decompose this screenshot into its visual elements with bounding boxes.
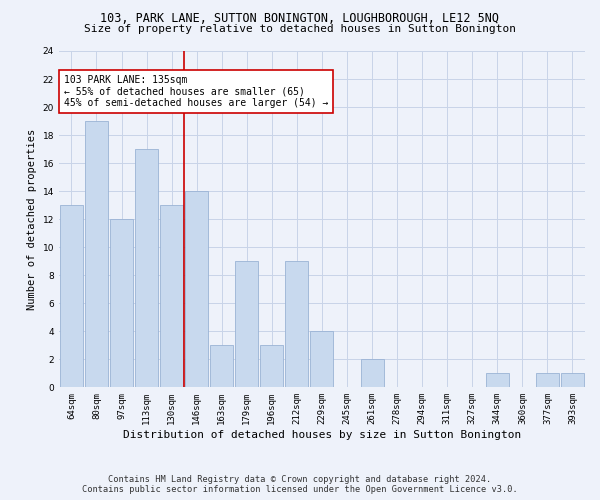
Bar: [536, 374, 559, 388]
Bar: [135, 149, 158, 388]
Bar: [361, 360, 383, 388]
Text: 103 PARK LANE: 135sqm
← 55% of detached houses are smaller (65)
45% of semi-deta: 103 PARK LANE: 135sqm ← 55% of detached …: [64, 74, 329, 108]
Bar: [286, 261, 308, 388]
Text: Size of property relative to detached houses in Sutton Bonington: Size of property relative to detached ho…: [84, 24, 516, 34]
Bar: [210, 346, 233, 388]
Bar: [110, 219, 133, 388]
Bar: [60, 205, 83, 388]
Bar: [561, 374, 584, 388]
Y-axis label: Number of detached properties: Number of detached properties: [27, 128, 37, 310]
Bar: [260, 346, 283, 388]
X-axis label: Distribution of detached houses by size in Sutton Bonington: Distribution of detached houses by size …: [123, 430, 521, 440]
Bar: [185, 191, 208, 388]
Bar: [235, 261, 259, 388]
Text: 103, PARK LANE, SUTTON BONINGTON, LOUGHBOROUGH, LE12 5NQ: 103, PARK LANE, SUTTON BONINGTON, LOUGHB…: [101, 12, 499, 26]
Bar: [160, 205, 183, 388]
Text: Contains HM Land Registry data © Crown copyright and database right 2024.
Contai: Contains HM Land Registry data © Crown c…: [82, 474, 518, 494]
Bar: [310, 332, 334, 388]
Bar: [486, 374, 509, 388]
Bar: [85, 121, 108, 388]
